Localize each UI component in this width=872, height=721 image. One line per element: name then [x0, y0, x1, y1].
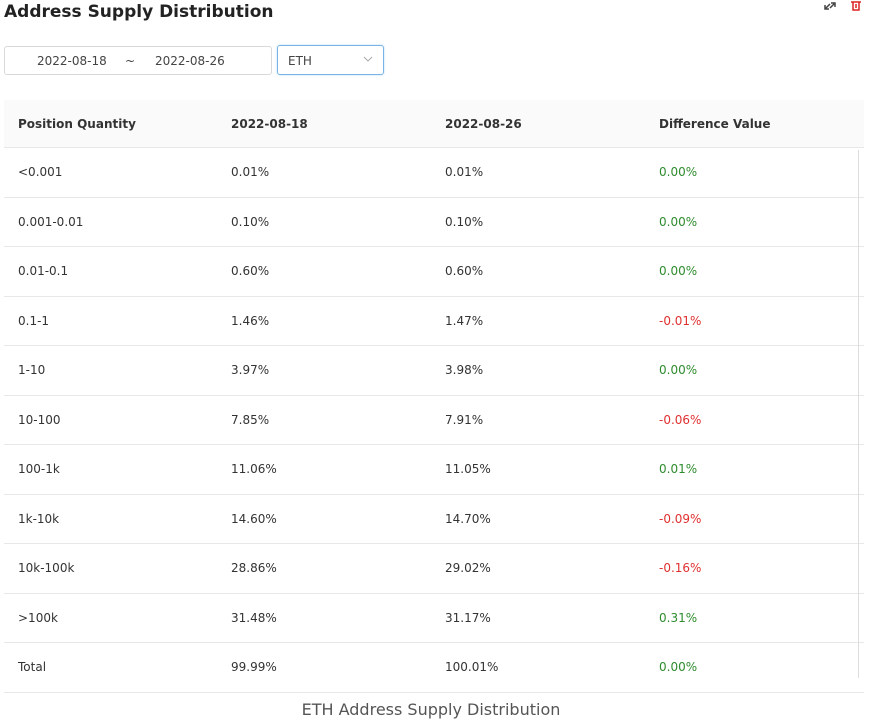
table-cell: 0.00% — [659, 214, 698, 229]
table-cell: 31.17% — [445, 610, 491, 625]
table-cell: 99.99% — [231, 660, 277, 674]
column-header: Difference Value — [659, 117, 771, 131]
table-cell: -0.06% — [659, 412, 702, 427]
table-cell: 0.01-0.1 — [18, 264, 69, 278]
table-cell: -0.16% — [659, 561, 702, 575]
table-cell: 29.02% — [445, 561, 491, 575]
table-cell: 3.97% — [231, 363, 270, 377]
table-cell: 7.85% — [231, 412, 270, 427]
table-cell: 0.001-0.01 — [18, 214, 84, 229]
table-cell: 14.70% — [445, 511, 491, 526]
table-cell: 1-10 — [18, 363, 46, 377]
table-cell: 7.91% — [445, 412, 484, 427]
toolbar-icons — [824, 1, 861, 11]
table-cell: Total — [18, 660, 47, 674]
date-range[interactable]: 2022-08-18 ~ 2022-08-26 — [4, 46, 272, 75]
table-row: 0.001-0.01 0.10% 0.10% 0.00% — [4, 198, 864, 247]
table-cell: 0.00% — [659, 660, 698, 674]
table-row: 10-100 7.85% 7.91% -0.06% — [4, 396, 864, 445]
table-row: Total 99.99% 100.01% 0.00% — [4, 643, 864, 693]
expand-icon[interactable] — [824, 2, 836, 10]
table-cell: 0.10% — [231, 214, 270, 229]
table-row: 0.01-0.1 0.60% 0.60% 0.00% — [4, 247, 864, 297]
column-header: 2022-08-18 — [231, 117, 308, 131]
table-cell: 0.60% — [445, 264, 484, 278]
range-separator: ~ — [125, 54, 136, 68]
column-header: Position Quantity — [18, 117, 136, 131]
header-row: Position Quantity 2022-08-18 2022-08-26 Dif… — [4, 100, 864, 148]
table-cell: <0.001 — [18, 165, 63, 179]
table-cell: 0.60% — [231, 264, 270, 278]
table-cell: 14.60% — [231, 511, 277, 526]
table-cell: 1.46% — [231, 313, 270, 328]
table-cell: 1k-10k — [18, 511, 60, 526]
table-cell: 0.01% — [445, 165, 484, 179]
column-header: 2022-08-26 — [445, 117, 522, 131]
table-row: 100-1k 11.06% 11.05% 0.01% — [4, 445, 864, 495]
table-cell: >100k — [18, 610, 58, 625]
table-cell: 10k-100k — [18, 561, 75, 575]
table-cell: 0.31% — [659, 610, 698, 625]
table-cell: -0.01% — [659, 313, 702, 328]
asset-value: ETH — [288, 54, 312, 68]
table-cell: 0.01% — [231, 165, 270, 179]
caption: ETH Address Supply Distribution — [301, 700, 561, 719]
table-cell: 11.05% — [445, 462, 491, 476]
table-row: <0.001 0.01% 0.01% 0.00% — [4, 148, 864, 198]
scrollbar[interactable] — [858, 150, 864, 678]
table-cell: 0.10% — [445, 214, 484, 229]
table-cell: 0.00% — [659, 363, 698, 377]
table-cell: 31.48% — [231, 610, 277, 625]
table-cell: 3.98% — [445, 363, 484, 377]
table-cell: 0.00% — [659, 165, 698, 179]
dropdown-arrow — [363, 56, 373, 62]
start-date[interactable]: 2022-08-18 — [37, 54, 107, 68]
table-cell: 0.1-1 — [18, 313, 50, 328]
table-cell: 10-100 — [18, 412, 61, 427]
table-cell: 28.86% — [231, 561, 277, 575]
asset-select[interactable]: ETH — [277, 45, 384, 75]
table-cell: -0.09% — [659, 511, 702, 526]
table-cell: 11.06% — [231, 462, 277, 476]
table: Position Quantity 2022-08-18 2022-08-26 Dif… — [4, 100, 864, 693]
table-row: 0.1-1 1.46% 1.47% -0.01% — [4, 297, 864, 346]
table-cell: 1.47% — [445, 313, 484, 328]
table-cell: 0.01% — [659, 462, 698, 476]
table-row: 1-10 3.97% 3.98% 0.00% — [4, 346, 864, 396]
table-row: 10k-100k 28.86% 29.02% -0.16% — [4, 544, 864, 594]
page-title: Address Supply Distribution — [4, 2, 274, 22]
table-cell: 0.00% — [659, 264, 698, 278]
table-cell: 100-1k — [18, 462, 60, 476]
table-row: 1k-10k 14.60% 14.70% -0.09% — [4, 495, 864, 544]
delete-icon[interactable] — [851, 1, 861, 11]
end-date[interactable]: 2022-08-26 — [155, 54, 225, 68]
table-cell: 100.01% — [445, 660, 499, 674]
table-row: >100k 31.48% 31.17% 0.31% — [4, 594, 864, 643]
